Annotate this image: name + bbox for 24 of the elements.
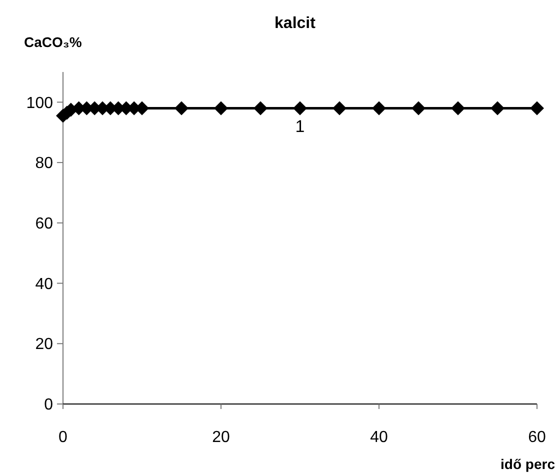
y-tick-label: 0 xyxy=(44,396,54,414)
point xyxy=(530,101,544,116)
x-tick-label: 60 xyxy=(528,429,546,446)
point xyxy=(214,101,228,116)
point xyxy=(490,101,504,116)
point xyxy=(293,101,307,116)
annotation: 1 xyxy=(295,117,305,136)
x-tick-label: 40 xyxy=(370,429,388,446)
point xyxy=(254,101,268,116)
point xyxy=(372,101,386,116)
chart-title: kalcit xyxy=(274,15,316,32)
y-tick-label: 80 xyxy=(35,155,54,172)
x-tick-label: 0 xyxy=(58,429,68,446)
x-axis-title: idő perc xyxy=(500,456,556,472)
y-tick-label: 20 xyxy=(35,336,54,354)
point xyxy=(332,101,346,116)
point xyxy=(412,101,426,116)
y-tick-label: 100 xyxy=(26,94,54,112)
y-tick-label: 40 xyxy=(35,276,54,293)
y-tick-label: 60 xyxy=(35,216,54,233)
x-tick-label: 20 xyxy=(212,429,230,446)
point xyxy=(451,101,465,116)
point xyxy=(174,101,188,116)
y-axis-title: CaCO₃% xyxy=(24,34,82,50)
